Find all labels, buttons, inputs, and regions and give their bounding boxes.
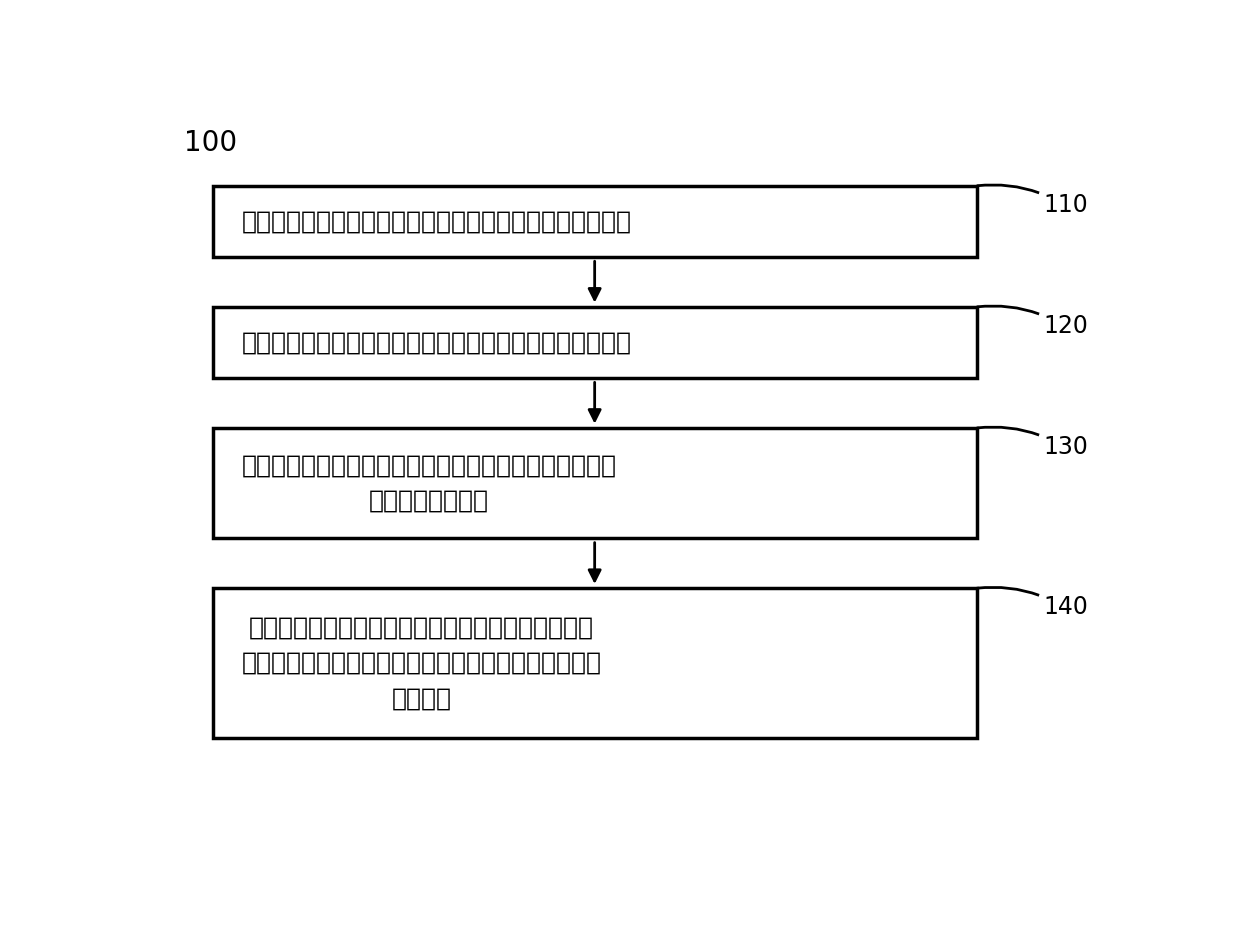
Text: 100: 100 xyxy=(184,129,237,157)
Bar xyxy=(213,307,977,378)
Text: 120: 120 xyxy=(1044,314,1089,338)
Bar xyxy=(213,428,977,538)
Text: 130: 130 xyxy=(1044,435,1089,459)
Bar xyxy=(213,588,977,738)
Text: 110: 110 xyxy=(1044,193,1089,216)
Text: 清点每个导体轮廓中像素点的个数，并基于标准棒对
应的横截面中导体区域面积，计算电缆的导体截面积，
完成测量: 清点每个导体轮廓中像素点的个数，并基于标准棒对 应的横截面中导体区域面积，计算电… xyxy=(242,616,601,710)
Text: 140: 140 xyxy=(1044,596,1089,620)
Bar xyxy=(213,186,977,257)
Text: 基于每张图像的多个超像素，采用区域合并法，确定该张
图像中的导体轮廓: 基于每张图像的多个超像素，采用区域合并法，确定该张 图像中的导体轮廓 xyxy=(242,453,616,512)
Text: 采用相同放大比，分别拍摄电缆和标准棒的横截面彩色图像: 采用相同放大比，分别拍摄电缆和标准棒的横截面彩色图像 xyxy=(242,209,631,233)
Text: 采用超像素分割法，对每张图像聚类分割，得到多个超像素: 采用超像素分割法，对每张图像聚类分割，得到多个超像素 xyxy=(242,330,631,354)
